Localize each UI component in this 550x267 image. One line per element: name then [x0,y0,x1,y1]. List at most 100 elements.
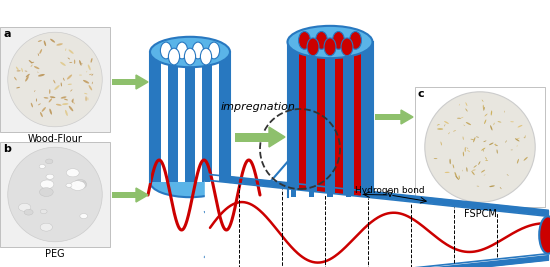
Ellipse shape [485,114,487,116]
Ellipse shape [455,176,459,180]
Ellipse shape [333,32,344,49]
Ellipse shape [466,148,468,149]
Ellipse shape [324,38,336,56]
Ellipse shape [192,42,204,59]
Ellipse shape [64,99,68,100]
Ellipse shape [453,164,454,168]
Ellipse shape [505,140,507,143]
Ellipse shape [465,102,468,106]
Ellipse shape [161,42,172,59]
Ellipse shape [70,89,73,92]
Text: b: b [3,144,11,154]
Ellipse shape [84,93,87,94]
Ellipse shape [150,167,230,197]
Ellipse shape [504,111,505,113]
Ellipse shape [88,64,91,70]
Ellipse shape [16,87,20,88]
Ellipse shape [67,169,79,177]
Ellipse shape [40,112,43,117]
Ellipse shape [472,170,476,171]
Ellipse shape [29,60,32,63]
Ellipse shape [434,158,437,159]
Circle shape [8,147,102,242]
Ellipse shape [485,157,487,160]
Ellipse shape [72,99,74,103]
Ellipse shape [74,60,75,64]
Ellipse shape [470,139,474,140]
Bar [235,132,269,142]
Ellipse shape [484,119,486,124]
Ellipse shape [34,66,40,69]
Ellipse shape [60,62,66,66]
Ellipse shape [24,209,33,215]
Ellipse shape [54,85,59,90]
Ellipse shape [37,72,38,73]
Bar [150,52,230,182]
Ellipse shape [464,125,465,126]
Ellipse shape [493,123,494,125]
Polygon shape [401,110,413,124]
Ellipse shape [481,148,486,151]
Ellipse shape [483,140,486,142]
Ellipse shape [350,32,361,49]
Ellipse shape [444,124,446,127]
Ellipse shape [500,187,502,189]
Ellipse shape [89,85,92,90]
Bar [112,79,136,85]
Ellipse shape [31,65,32,67]
Ellipse shape [49,89,51,94]
Bar [222,52,227,182]
Ellipse shape [65,48,66,51]
Ellipse shape [60,83,62,87]
Ellipse shape [288,26,372,58]
Ellipse shape [478,161,480,165]
Ellipse shape [490,125,492,131]
Ellipse shape [517,159,519,164]
Ellipse shape [89,74,92,75]
Ellipse shape [50,109,52,115]
Ellipse shape [40,209,47,214]
Bar [299,42,306,197]
Ellipse shape [491,111,492,116]
Ellipse shape [494,144,498,146]
Bar [178,52,185,182]
Ellipse shape [518,125,522,127]
Bar [188,52,192,182]
Ellipse shape [16,66,19,70]
Ellipse shape [483,107,485,111]
Text: Hydrogen bond: Hydrogen bond [355,186,425,195]
Bar [327,42,333,197]
Ellipse shape [68,84,72,85]
Ellipse shape [463,136,464,140]
Text: PEG: PEG [45,249,65,259]
Ellipse shape [497,149,498,154]
Ellipse shape [465,108,468,112]
Ellipse shape [448,132,450,134]
Ellipse shape [473,137,475,142]
Ellipse shape [46,174,54,179]
Ellipse shape [40,49,42,54]
Ellipse shape [515,138,520,142]
Ellipse shape [83,80,89,84]
Ellipse shape [539,216,550,254]
Circle shape [425,92,535,202]
Ellipse shape [40,188,53,197]
Ellipse shape [524,157,528,161]
Ellipse shape [437,128,443,130]
Ellipse shape [466,167,468,172]
Ellipse shape [21,68,23,72]
Text: a: a [3,29,10,39]
Ellipse shape [74,179,86,187]
Ellipse shape [69,49,74,54]
Ellipse shape [70,181,85,190]
FancyBboxPatch shape [0,27,110,132]
Ellipse shape [307,38,319,56]
Ellipse shape [495,143,496,146]
FancyBboxPatch shape [415,87,545,207]
Bar [346,42,351,197]
Ellipse shape [38,74,45,77]
Ellipse shape [50,39,55,43]
Ellipse shape [482,100,483,102]
Bar [317,42,324,197]
Bar [153,52,158,182]
